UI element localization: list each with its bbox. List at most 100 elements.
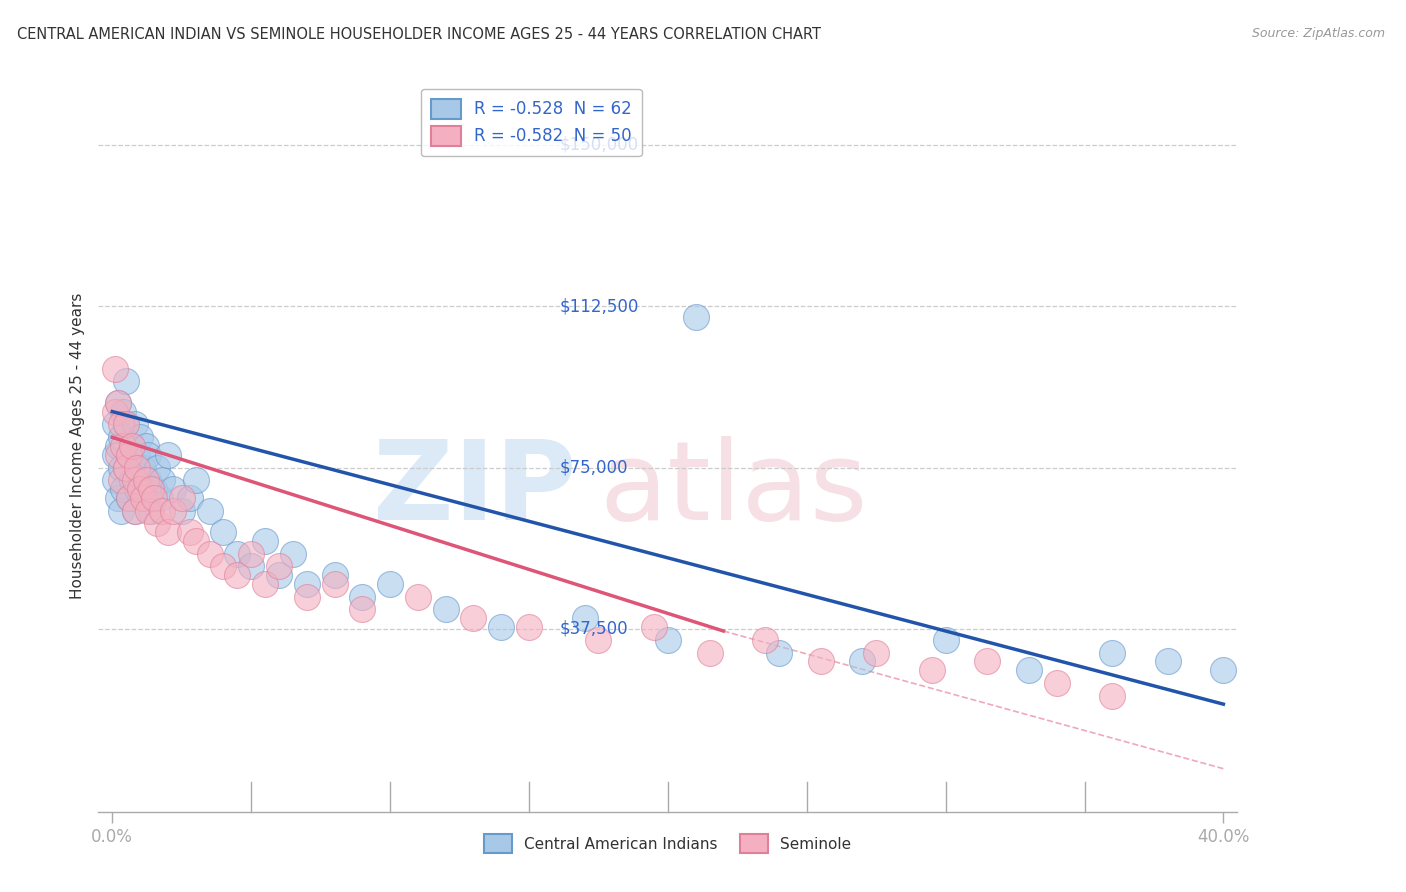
Point [115,417,138,432]
Point [110,430,132,444]
Point [170,503,193,517]
Point [138,448,160,462]
Point [127,460,149,475]
Point [135,439,157,453]
Point [699,646,721,660]
Point [150,474,173,488]
Point [226,547,249,561]
Point [129,482,152,496]
Point [107,396,129,410]
Point [162,482,184,496]
Point [352,602,374,616]
Point [143,482,166,496]
Point [107,396,129,410]
Point [198,547,221,561]
Text: CENTRAL AMERICAN INDIAN VS SEMINOLE HOUSEHOLDER INCOME AGES 25 - 44 YEARS CORREL: CENTRAL AMERICAN INDIAN VS SEMINOLE HOUS… [17,27,821,42]
Text: Source: ZipAtlas.com: Source: ZipAtlas.com [1251,27,1385,40]
Point [145,516,167,531]
Point [124,503,146,517]
Point [121,439,143,453]
Text: $37,500: $37,500 [560,620,628,638]
Point [112,404,135,418]
Point [281,547,304,561]
Point [240,547,263,561]
Point [1101,689,1123,703]
Point [141,503,163,517]
Text: atlas: atlas [599,436,868,543]
Point [138,474,160,488]
Point [1101,646,1123,660]
Point [295,590,318,604]
Point [121,439,143,453]
Point [323,568,346,582]
Point [112,439,135,453]
Point [657,632,679,647]
Point [118,448,141,462]
Point [198,503,221,517]
Point [254,533,277,548]
Point [150,503,173,517]
Point [517,620,540,634]
Point [104,474,127,488]
Text: ZIP: ZIP [374,436,576,543]
Point [124,503,146,517]
Point [406,590,429,604]
Point [115,460,138,475]
Y-axis label: Householder Income Ages 25 - 44 years: Householder Income Ages 25 - 44 years [69,293,84,599]
Point [352,590,374,604]
Point [124,474,146,488]
Point [132,491,155,505]
Point [921,663,943,677]
Point [156,524,179,539]
Point [323,576,346,591]
Point [104,417,127,432]
Point [1212,663,1234,677]
Text: $75,000: $75,000 [560,458,628,476]
Point [112,482,135,496]
Point [588,632,610,647]
Point [378,576,401,591]
Point [754,632,776,647]
Point [643,620,665,634]
Point [295,576,318,591]
Point [489,620,512,634]
Point [135,474,157,488]
Point [104,448,127,462]
Point [254,576,277,591]
Point [115,460,138,475]
Legend: Central American Indians, Seminole: Central American Indians, Seminole [478,828,858,859]
Point [148,491,170,505]
Text: $150,000: $150,000 [560,136,638,153]
Point [179,491,201,505]
Point [1018,663,1040,677]
Point [768,646,790,660]
Point [143,491,166,505]
Point [107,439,129,453]
Point [865,646,887,660]
Point [129,469,152,483]
Point [184,474,207,488]
Point [124,417,146,432]
Point [574,611,596,625]
Point [115,417,138,432]
Point [170,491,193,505]
Point [162,503,184,517]
Point [935,632,957,647]
Point [127,448,149,462]
Point [1157,654,1180,668]
Point [463,611,485,625]
Point [104,361,127,376]
Point [138,503,160,517]
Point [104,404,127,418]
Point [118,448,141,462]
Point [226,568,249,582]
Point [115,375,138,389]
Point [118,491,141,505]
Point [810,654,832,668]
Point [851,654,873,668]
Point [110,460,132,475]
Point [212,524,235,539]
Point [132,460,155,475]
Point [110,503,132,517]
Point [156,448,179,462]
